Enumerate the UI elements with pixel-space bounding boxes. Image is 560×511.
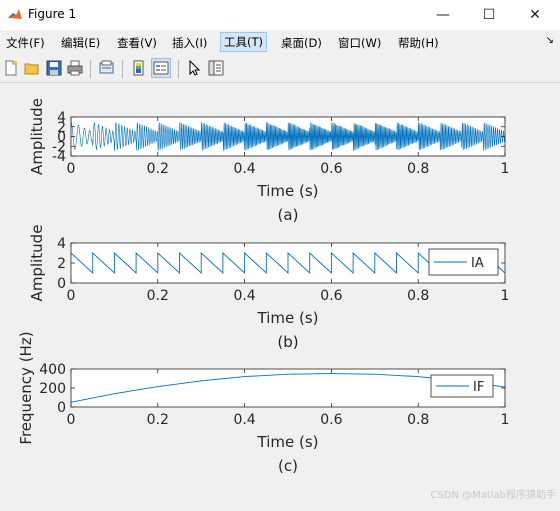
pointer-icon[interactable] [185, 59, 203, 77]
watermark: CSDN @Matlab程序猿助手 [430, 490, 556, 501]
save-icon[interactable] [45, 59, 63, 77]
legend-label: IF [473, 380, 484, 395]
y-tick-label: 0 [57, 130, 66, 146]
legend-label: IA [471, 256, 484, 271]
print-icon[interactable] [66, 59, 84, 77]
print-preview-icon[interactable] [98, 59, 116, 77]
x-tick-label: 0.6 [320, 288, 342, 304]
minimize-button[interactable]: — [420, 0, 466, 30]
close-button[interactable]: ✕ [512, 0, 558, 30]
maximize-icon: ☐ [482, 7, 496, 23]
y-tick-label: 2 [57, 120, 66, 136]
y-tick-label: 400 [39, 362, 66, 378]
figure-toolbar [0, 56, 560, 83]
x-tick-label: 0.8 [407, 288, 429, 304]
y-tick-label: 0 [57, 400, 66, 416]
subplot-caption: (a) [278, 206, 299, 224]
menu-window[interactable]: 窗口(W) [338, 36, 382, 50]
y-tick-label: -4 [52, 149, 66, 165]
title-bar: Figure 1 — ☐ ✕ [0, 0, 560, 30]
y-axis-label: Amplitude [28, 98, 46, 175]
x-tick-label: 0 [67, 288, 76, 304]
menu-file[interactable]: 文件(F) [6, 36, 45, 50]
colorbar-icon[interactable] [130, 59, 148, 77]
open-file-icon[interactable] [23, 59, 41, 77]
x-tick-label: 0.4 [233, 288, 255, 304]
subplot-caption: (c) [278, 457, 298, 475]
menu-insert[interactable]: 插入(I) [172, 36, 208, 50]
y-tick-label: 0 [57, 276, 66, 292]
x-axis-label: Time (s) [257, 182, 319, 200]
legend-icon[interactable] [151, 58, 171, 78]
window-title: Figure 1 [28, 7, 77, 21]
menu-tools[interactable]: 工具(T) [220, 32, 267, 52]
x-tick-label: 0.8 [407, 412, 429, 428]
x-tick-label: 0 [67, 161, 76, 177]
y-axis-label: Frequency (Hz) [17, 331, 35, 444]
menu-view[interactable]: 查看(V) [117, 36, 157, 50]
x-tick-label: 0.8 [407, 161, 429, 177]
toolbar-separator [90, 60, 91, 78]
x-axis-label: Time (s) [257, 309, 319, 327]
close-icon: ✕ [529, 7, 541, 23]
y-tick-label: 4 [57, 236, 66, 252]
x-tick-label: 0.2 [147, 412, 169, 428]
property-inspector-icon[interactable] [207, 59, 225, 77]
x-tick-label: 0 [67, 412, 76, 428]
y-axis-label: Amplitude [28, 225, 46, 302]
figure-canvas: 0 0.2 0.4 0.6 0.8 1 -4 -2 0 2 4 Time (s) (a) Amplitud… [0, 83, 560, 507]
menu-edit[interactable]: 编辑(E) [61, 36, 101, 50]
x-tick-label: 0.4 [233, 412, 255, 428]
menu-overflow-arrow-icon[interactable]: ↘ [545, 35, 554, 46]
minimize-icon: — [436, 7, 450, 23]
x-tick-label: 1 [501, 412, 510, 428]
x-tick-label: 0.4 [233, 161, 255, 177]
new-figure-icon[interactable] [2, 59, 20, 77]
menu-help[interactable]: 帮助(H) [398, 36, 439, 50]
x-axis-label: Time (s) [257, 433, 319, 451]
subplot-caption: (b) [277, 333, 298, 351]
x-tick-label: 0.2 [147, 288, 169, 304]
matlab-logo-icon [8, 9, 22, 19]
menu-desktop[interactable]: 桌面(D) [281, 36, 322, 50]
x-tick-label: 0.6 [320, 412, 342, 428]
y-tick-label: 4 [57, 110, 66, 126]
x-tick-label: 1 [501, 288, 510, 304]
toolbar-separator [122, 60, 123, 78]
menu-bar: 文件(F) 编辑(E) 查看(V) 插入(I) 工具(T) 桌面(D) 窗口(W… [0, 30, 560, 54]
x-tick-label: 0.6 [320, 161, 342, 177]
y-tick-label: 2 [57, 256, 66, 272]
y-tick-label: -2 [52, 139, 66, 155]
x-tick-label: 0.2 [147, 161, 169, 177]
toolbar-separator [178, 60, 179, 78]
series-line-signal [70, 121, 506, 152]
y-tick-label: 200 [39, 381, 66, 397]
x-tick-label: 1 [501, 161, 510, 177]
maximize-button[interactable]: ☐ [466, 0, 512, 30]
